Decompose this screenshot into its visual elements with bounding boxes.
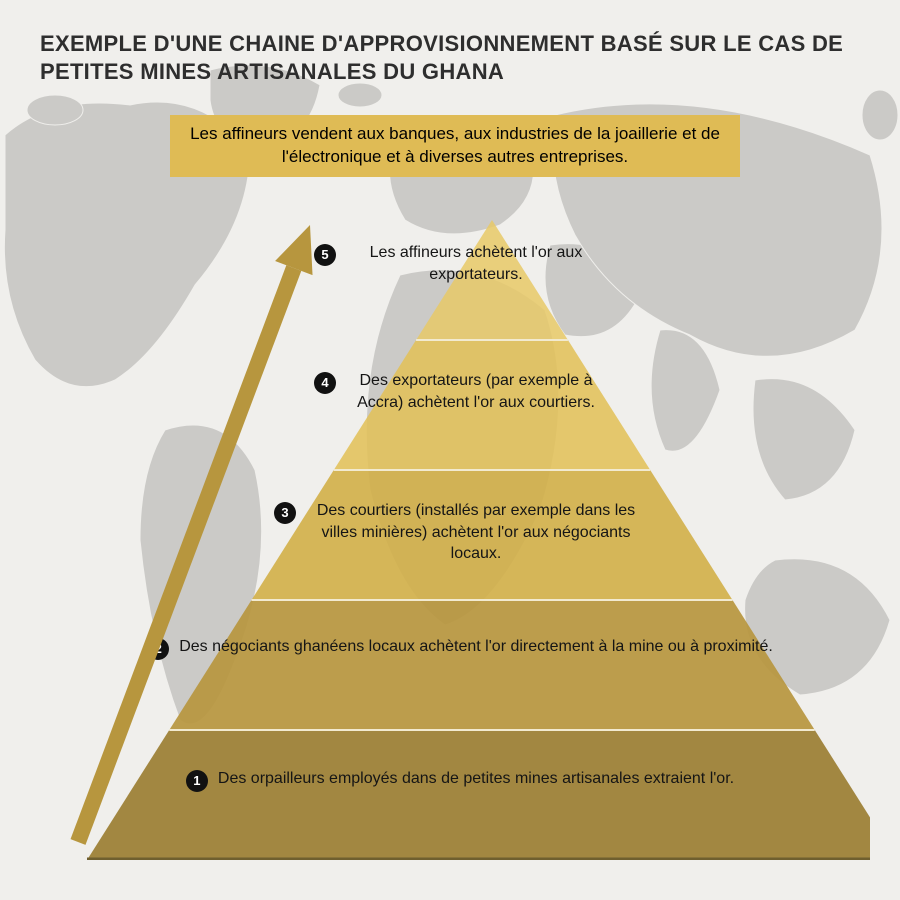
level-badge: 2: [147, 638, 169, 660]
supply-chain-pyramid: 5 Les affineurs achètent l'or aux exporta…: [50, 220, 870, 860]
level-text: Des négociants ghanéens locaux achètent …: [179, 636, 773, 658]
level-text: Des exportateurs (par exemple à Accra) a…: [346, 370, 606, 413]
level-text: Des courtiers (installés par exemple dan…: [306, 500, 646, 565]
level-badge: 4: [314, 372, 336, 394]
pyramid-level-2: 2 Des négociants ghanéens locaux achètent…: [50, 636, 870, 660]
pyramid-level-1: 1 Des orpailleurs employés dans de petite…: [50, 768, 870, 792]
pyramid-level-4: 4 Des exportateurs (par exemple à Accra) …: [50, 370, 870, 413]
level-text: Les affineurs achètent l'or aux exportat…: [346, 242, 606, 285]
output-box-text: Les affineurs vendent aux banques, aux i…: [190, 124, 720, 166]
infographic-title: EXEMPLE D'UNE CHAINE D'APPROVISIONNEMENT…: [40, 30, 860, 85]
infographic-canvas: EXEMPLE D'UNE CHAINE D'APPROVISIONNEMENT…: [0, 0, 900, 900]
level-badge: 5: [314, 244, 336, 266]
level-badge: 3: [274, 502, 296, 524]
output-box: Les affineurs vendent aux banques, aux i…: [170, 115, 740, 177]
pyramid-level-5: 5 Les affineurs achètent l'or aux exporta…: [50, 242, 870, 285]
level-badge: 1: [186, 770, 208, 792]
level-text: Des orpailleurs employés dans de petites…: [218, 768, 734, 790]
pyramid-level-3: 3 Des courtiers (installés par exemple da…: [50, 500, 870, 565]
